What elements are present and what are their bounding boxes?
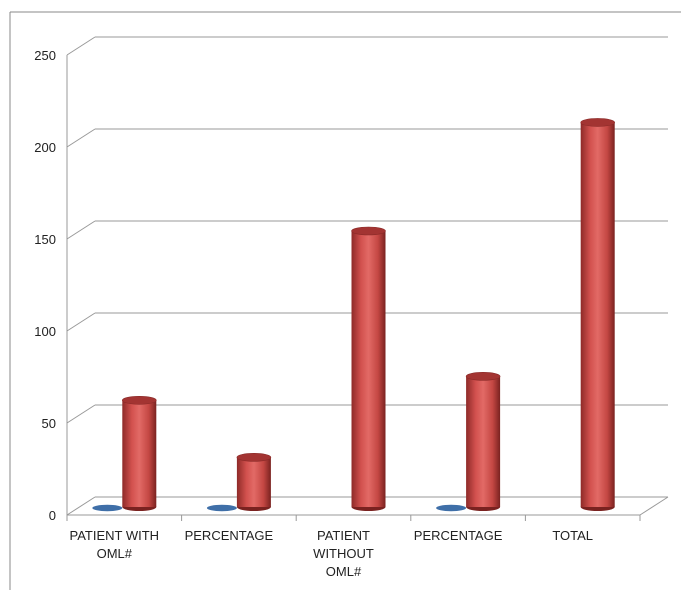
y-tick-label: 150 xyxy=(34,232,56,247)
bars xyxy=(92,118,616,512)
floor-edge xyxy=(639,496,669,516)
gridline-depth xyxy=(66,312,96,332)
bar-series-2 xyxy=(351,226,386,511)
bar-body xyxy=(466,376,501,507)
bar-series-2 xyxy=(465,372,501,511)
bar-series-2 xyxy=(122,395,157,511)
bar-series-1 xyxy=(436,504,467,512)
bar-series-2 xyxy=(580,118,616,511)
gridline-depth xyxy=(66,404,96,424)
bar-body xyxy=(236,457,271,507)
gridline-depth xyxy=(66,36,96,56)
gridline-depth xyxy=(66,496,96,516)
x-axis: PATIENT WITH OML# PERCENTAGE PATIENT WITHOUT… xyxy=(70,528,594,579)
y-tick-label: 50 xyxy=(42,416,56,431)
y-tick-label: 0 xyxy=(49,508,56,523)
gridline-depth xyxy=(66,220,96,240)
bar-body xyxy=(122,400,157,507)
gridline-depth xyxy=(66,128,96,148)
x-tick-label: WITHOUT xyxy=(313,546,374,561)
bar-series-1 xyxy=(206,504,237,512)
bar-series-1 xyxy=(92,504,123,512)
bar-body xyxy=(351,231,386,507)
bar-top xyxy=(236,453,272,462)
x-tick-label: PATIENT xyxy=(317,528,370,543)
y-axis: 0 50 100 150 200 250 xyxy=(34,48,56,523)
x-tick-label: PATIENT WITH xyxy=(70,528,160,543)
x-tick-label: TOTAL xyxy=(552,528,593,543)
x-tick-label: OML# xyxy=(326,564,362,579)
plot-border xyxy=(9,11,681,590)
x-tick-label: OML# xyxy=(97,546,133,561)
x-tick-label: PERCENTAGE xyxy=(414,528,503,543)
bar-top xyxy=(465,372,501,381)
bar-top xyxy=(580,118,616,127)
bar-series-2 xyxy=(236,453,272,511)
y-tick-label: 250 xyxy=(34,48,56,63)
y-tick-label: 200 xyxy=(34,140,56,155)
bar-top xyxy=(122,395,157,405)
y-tick-label: 100 xyxy=(34,324,56,339)
x-tick-label: PERCENTAGE xyxy=(185,528,274,543)
bar-body xyxy=(580,122,615,507)
bar-top xyxy=(351,226,386,236)
